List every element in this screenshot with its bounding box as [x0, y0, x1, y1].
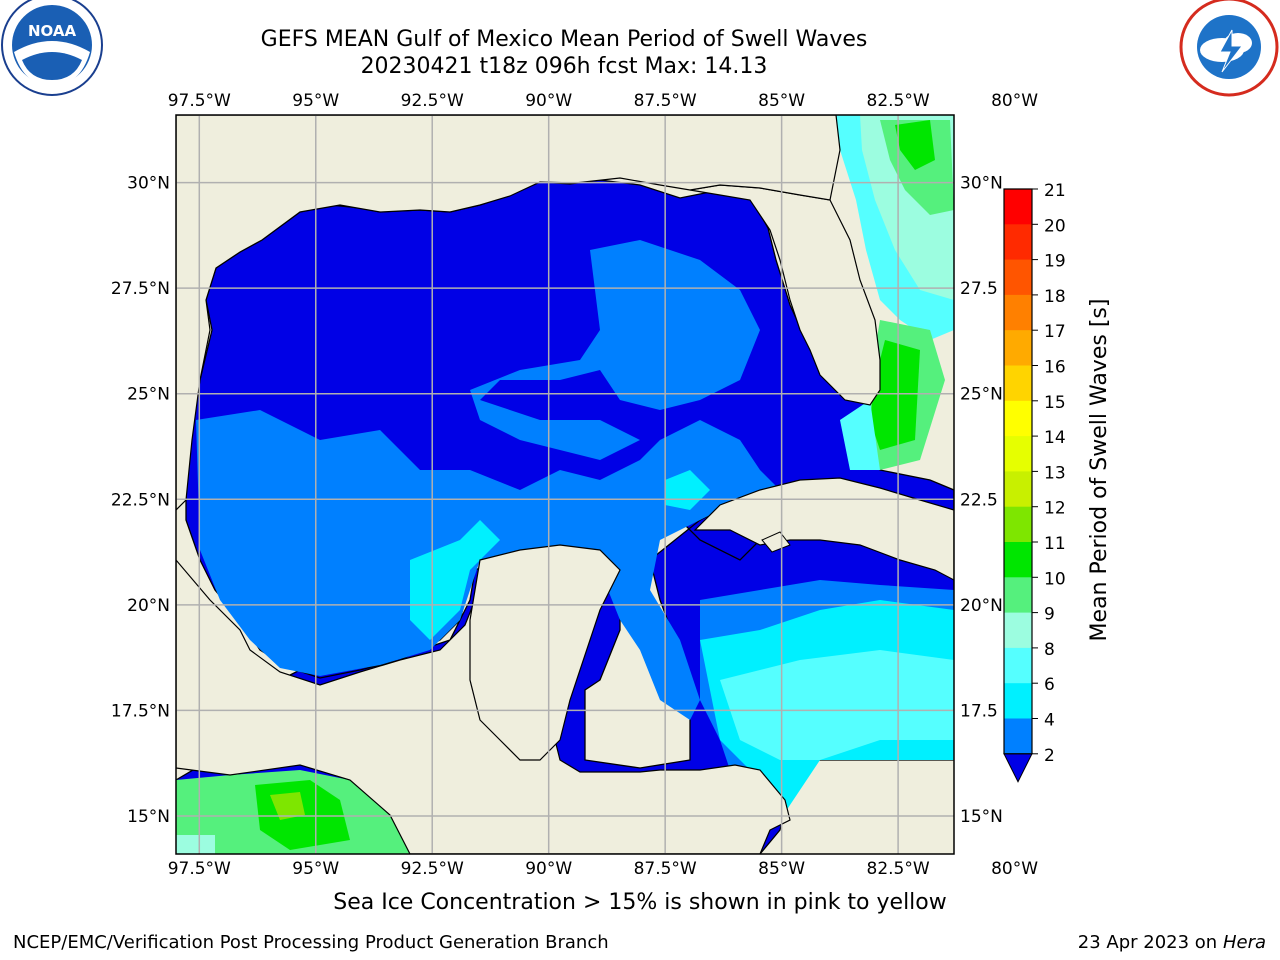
- colorbar-segment: [1004, 612, 1032, 649]
- land-us-gulf-coast: [176, 115, 841, 511]
- lat-tick-right: 20°N: [960, 596, 1003, 616]
- colorbar-tick-label: 4: [1044, 711, 1055, 731]
- lon-tick-bottom: 82.5°W: [867, 859, 930, 879]
- colorbar-segment: [1004, 577, 1032, 614]
- colorbar-segment: [1004, 294, 1032, 331]
- swell-region-8to9-caribbean: [720, 650, 954, 760]
- colorbar-segment: [1004, 471, 1032, 508]
- colorbar-tick-label: 9: [1044, 605, 1055, 625]
- colorbar-tick-label: 2: [1044, 746, 1055, 766]
- noaa-logo-text: NOAA: [28, 22, 77, 40]
- chart-title: GEFS MEAN Gulf of Mexico Mean Period of …: [260, 27, 868, 52]
- lon-tick-top: 92.5°W: [401, 91, 464, 111]
- lon-tick-bottom: 85°W: [758, 859, 805, 879]
- lat-tick-right: 27.5: [960, 279, 998, 299]
- lat-tick-left: 27.5°N: [111, 279, 170, 299]
- lat-tick-left: 22.5°N: [111, 490, 170, 510]
- lon-tick-bottom: 87.5°W: [634, 859, 697, 879]
- colorbar-segment: [1004, 542, 1032, 578]
- lat-tick-right: 15°N: [960, 807, 1003, 827]
- lon-tick-bottom: 97.5°W: [168, 859, 231, 879]
- colorbar-tick-label: 11: [1044, 534, 1066, 554]
- colorbar-segment: [1004, 506, 1032, 543]
- footer-credit: NCEP/EMC/Verification Post Processing Pr…: [13, 932, 609, 953]
- noaa-logo: NOAA: [1, 0, 103, 96]
- colorbar-segment: [1004, 647, 1032, 684]
- lat-tick-left: 15°N: [127, 807, 170, 827]
- colorbar-tick-label: 8: [1044, 640, 1055, 660]
- lon-tick-bottom: 90°W: [525, 859, 572, 879]
- lon-tick-top: 85°W: [758, 91, 805, 111]
- lat-tick-right: 30°N: [960, 174, 1003, 194]
- map-plot-area: [176, 115, 954, 854]
- lon-tick-bottom: 95°W: [292, 859, 339, 879]
- swell-region-florida-strait: [840, 400, 880, 470]
- lat-tick-left: 20°N: [127, 596, 170, 616]
- map-gridlines: [176, 115, 954, 854]
- nws-logo: [1179, 0, 1279, 97]
- chart-subtitle: 20230421 t18z 096h fcst Max: 14.13: [360, 54, 768, 79]
- swell-region-pacific-edge: [176, 835, 215, 854]
- footer-date-host: Hera: [1222, 932, 1266, 953]
- colorbar-tick-label: 10: [1044, 569, 1066, 589]
- colorbar-tick-label: 15: [1044, 393, 1066, 413]
- lat-tick-right: 25°N: [960, 385, 1003, 405]
- swell-region-4to6-central: [470, 240, 760, 460]
- colorbar-segment: [1004, 400, 1032, 437]
- lon-tick-top: 95°W: [292, 91, 339, 111]
- lon-tick-top: 87.5°W: [634, 91, 697, 111]
- land-yucatan: [469, 544, 621, 761]
- land-jamaica: [761, 531, 791, 553]
- lon-tick-bottom: 80°W: [991, 859, 1038, 879]
- colorbar-tick-label: 13: [1044, 463, 1066, 483]
- colorbar-label: Mean Period of Swell Waves [s]: [1087, 299, 1112, 642]
- lat-tick-right: 17.5: [960, 701, 998, 721]
- lon-tick-top: 82.5°W: [867, 91, 930, 111]
- lon-tick-bottom: 92.5°W: [401, 859, 464, 879]
- map-tick-labels: 97.5°W 97.5°W 95°W 95°W 92.5°W 92.5°W 90°W 90°W…: [111, 91, 1038, 879]
- colorbar-tick-label: 20: [1044, 216, 1066, 236]
- swell-region-atlantic-11to12: [895, 120, 935, 170]
- colorbar-tick-label: 19: [1044, 252, 1066, 272]
- colorbar-tick-label: 14: [1044, 428, 1066, 448]
- sea-ice-note: Sea Ice Concentration > 15% is shown in …: [333, 890, 947, 915]
- footer-date-text: 23 Apr 2023 on: [1077, 932, 1223, 953]
- colorbar-tick-label: 18: [1044, 287, 1066, 307]
- colorbar-segment: [1004, 224, 1032, 261]
- colorbar-segment: [1004, 259, 1032, 296]
- swell-region-bahamas-core: [870, 340, 920, 450]
- lat-tick-left: 17.5°N: [111, 701, 170, 721]
- colorbar-segment: [1004, 436, 1032, 472]
- colorbar-extend-arrow: [1003, 753, 1033, 783]
- colorbar-segment: [1004, 189, 1032, 225]
- colorbar-tick-label: 21: [1044, 181, 1066, 201]
- lon-tick-top: 80°W: [991, 91, 1038, 111]
- colorbar-tick-label: 12: [1044, 499, 1066, 519]
- lon-tick-top: 90°W: [525, 91, 572, 111]
- map-frame: [175, 114, 955, 855]
- swell-region-4to6-south: [196, 410, 780, 720]
- colorbar-segment: [1004, 330, 1032, 366]
- colorbar: 21 20 19 18 17 16 15 14 13 12 11 10 9 8 6 4 2: [1003, 181, 1066, 783]
- lat-tick-left: 25°N: [127, 385, 170, 405]
- lat-tick-left: 30°N: [127, 174, 170, 194]
- colorbar-segment: [1004, 718, 1032, 755]
- lat-tick-right: 22.5: [960, 490, 998, 510]
- colorbar-segment: [1004, 365, 1032, 402]
- swell-region-pacific-max: [270, 792, 305, 820]
- colorbar-segment: [1004, 683, 1032, 719]
- footer-date: 23 Apr 2023 on Hera: [1078, 932, 1266, 953]
- colorbar-tick-label: 16: [1044, 358, 1066, 378]
- lon-tick-top: 97.5°W: [168, 91, 231, 111]
- colorbar-tick-label: 6: [1044, 675, 1055, 695]
- colorbar-tick-label: 17: [1044, 322, 1066, 342]
